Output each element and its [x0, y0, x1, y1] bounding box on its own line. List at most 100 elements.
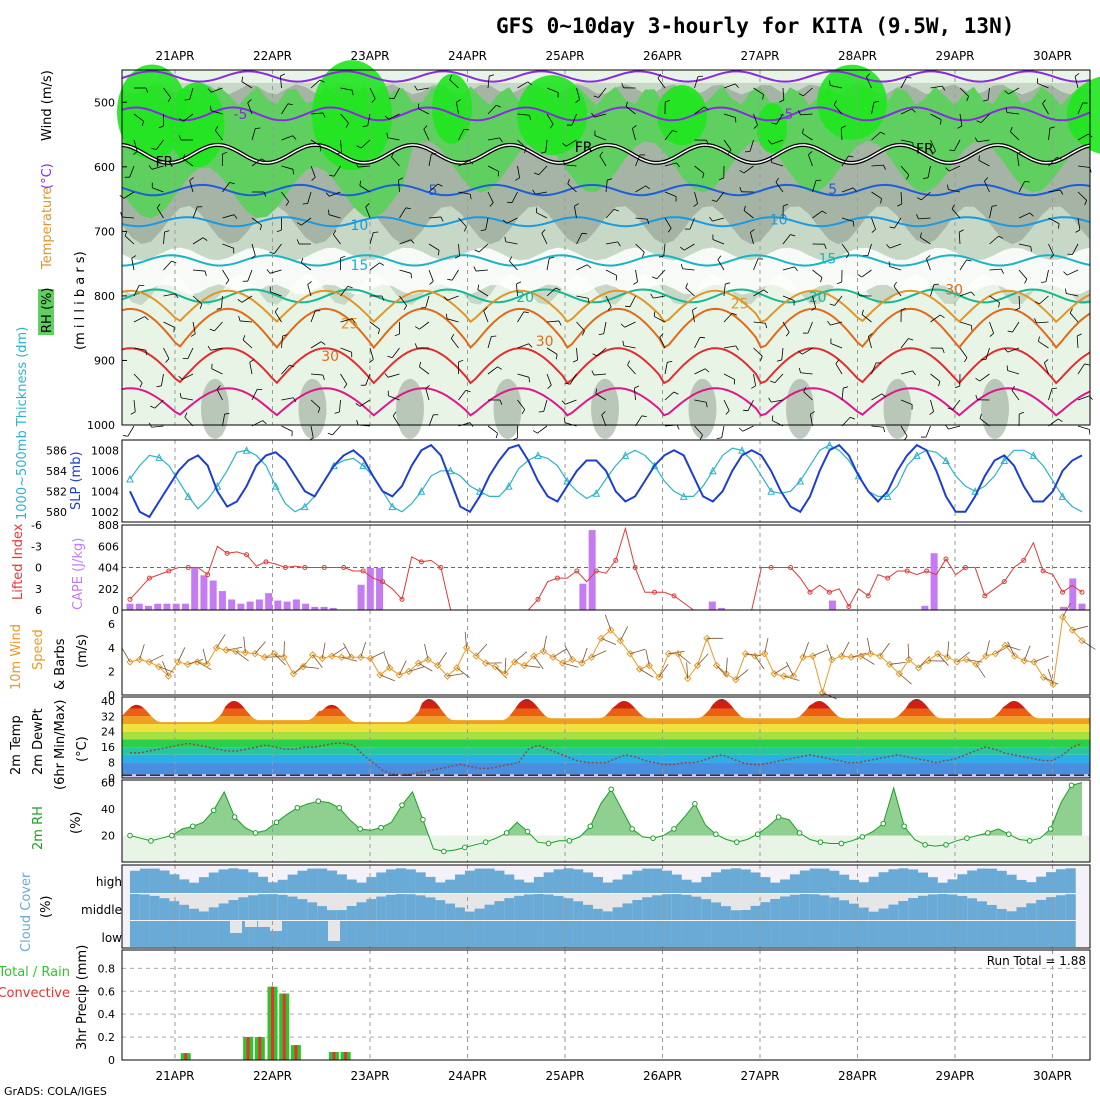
wind-barb-flag: [615, 275, 618, 281]
dewpoint-line: [130, 742, 1083, 776]
rh2m-unit-label: (%): [69, 812, 84, 835]
wind-barb-flag: [912, 142, 914, 148]
temp-band: [122, 700, 1090, 709]
cloud-high-bar: [819, 868, 830, 893]
wind-barb: [339, 399, 341, 412]
wind-barb: [694, 337, 701, 349]
wind-barb-10m: [764, 637, 769, 654]
wind-barb: [959, 259, 967, 271]
li-point: [302, 565, 308, 570]
cloud-high-bar: [405, 869, 416, 893]
li-point: [1079, 589, 1085, 595]
wind-barb: [450, 338, 459, 349]
wind-barb-flag: [124, 231, 128, 237]
wind-barb-flag: [693, 203, 698, 207]
cloud-high-bar: [730, 868, 741, 893]
cloud-high-bar: [504, 874, 515, 893]
wind-speed-point: [318, 654, 327, 663]
wind-barb: [664, 217, 672, 229]
wind-barb-flag: [954, 385, 960, 389]
wind-speed-point: [434, 661, 442, 670]
cloud-low-bar: [701, 921, 712, 947]
wind-barb-flag: [379, 262, 385, 266]
wind-barb: [274, 311, 282, 323]
wind-speed-point: [722, 670, 730, 678]
precip-frame: [121, 949, 1091, 1061]
wind-barb-flag: [301, 257, 304, 263]
li-point: [962, 565, 968, 570]
wind-barb-flag: [680, 246, 685, 251]
wind-barb-10m: [343, 643, 352, 658]
wind-barb: [251, 217, 262, 226]
wind-barb-flag: [204, 270, 207, 276]
cloud-middle-bar: [858, 907, 869, 920]
cloud-middle-bar: [799, 894, 810, 920]
rh2m-point: [692, 801, 698, 807]
wind-barb-flag: [362, 125, 368, 128]
li-point: [321, 565, 327, 570]
wind-barb-flag: [447, 278, 453, 281]
wind-barb: [517, 81, 528, 89]
thickness-point: [679, 492, 688, 500]
li-point: [535, 596, 541, 602]
cloud-low-bar: [159, 921, 170, 947]
wind-barb: [1048, 189, 1061, 193]
wind-barb: [959, 321, 972, 326]
wind-barb-10m: [604, 614, 612, 631]
wind-barb: [1018, 269, 1028, 280]
wind-barb: [1012, 321, 1020, 333]
wind-barb: [546, 87, 559, 93]
rh2m-point: [461, 844, 468, 851]
wind-barb-flag: [133, 151, 138, 155]
cloud-low-bar: [1055, 921, 1066, 947]
cloud-middle-bar: [484, 904, 495, 920]
wind-barb: [1048, 217, 1060, 224]
wind-barb-flag: [880, 131, 886, 135]
contour-label: 30: [321, 349, 339, 365]
wind-barb-flag: [966, 96, 970, 102]
wind-barb: [605, 208, 615, 219]
wind-barb: [959, 87, 969, 97]
wind-barb: [951, 208, 961, 219]
cloud-middle-bar: [927, 894, 938, 920]
rh2m-point: [524, 828, 531, 835]
wind-barb: [663, 243, 666, 256]
wind-barb: [634, 388, 636, 401]
wind-barb: [576, 347, 578, 360]
wind-barb-flag: [282, 334, 288, 337]
cloud-middle-bar: [524, 894, 534, 920]
wind-barb: [369, 347, 374, 360]
wind-barb: [1036, 321, 1049, 324]
wind-barb: [1045, 269, 1049, 282]
wind-barb: [601, 414, 607, 427]
wind-barb: [900, 108, 913, 115]
cloud-middle-bar: [563, 898, 574, 920]
wind-barb-10m: [645, 649, 650, 666]
cloud-middle-bar: [464, 911, 475, 920]
cape-bar: [376, 567, 384, 610]
wind-speed-point: [616, 636, 625, 645]
wind-barb-flag: [183, 153, 186, 159]
wind-barb: [476, 269, 489, 272]
wind-barb-10m: [216, 634, 226, 648]
thickness-point: [592, 489, 601, 497]
rh2m-point: [1068, 782, 1075, 789]
wind-barb-flag: [975, 378, 981, 382]
cloud-low-bar: [218, 921, 229, 947]
temp-tick: 32: [101, 710, 115, 723]
thickness-point: [913, 451, 921, 459]
rh2m-point: [587, 823, 594, 830]
wind-barb-flag: [332, 229, 337, 235]
wind-barb-flag: [139, 382, 143, 388]
wind-barb-flag: [1057, 418, 1063, 422]
slp-tick: 1006: [91, 465, 119, 478]
cape-tick: 202: [98, 583, 119, 596]
cloud-high-bar: [425, 876, 436, 893]
cloud-axis-label: Cloud Cover: [19, 872, 34, 952]
pressure-ylabel: (m i l l i b a r s): [73, 251, 88, 350]
wind-barb: [594, 135, 607, 141]
wind-barb-flag: [1042, 99, 1046, 104]
wind-barb-flag: [835, 359, 840, 364]
li-point: [807, 589, 813, 595]
wind-barb: [487, 137, 500, 141]
